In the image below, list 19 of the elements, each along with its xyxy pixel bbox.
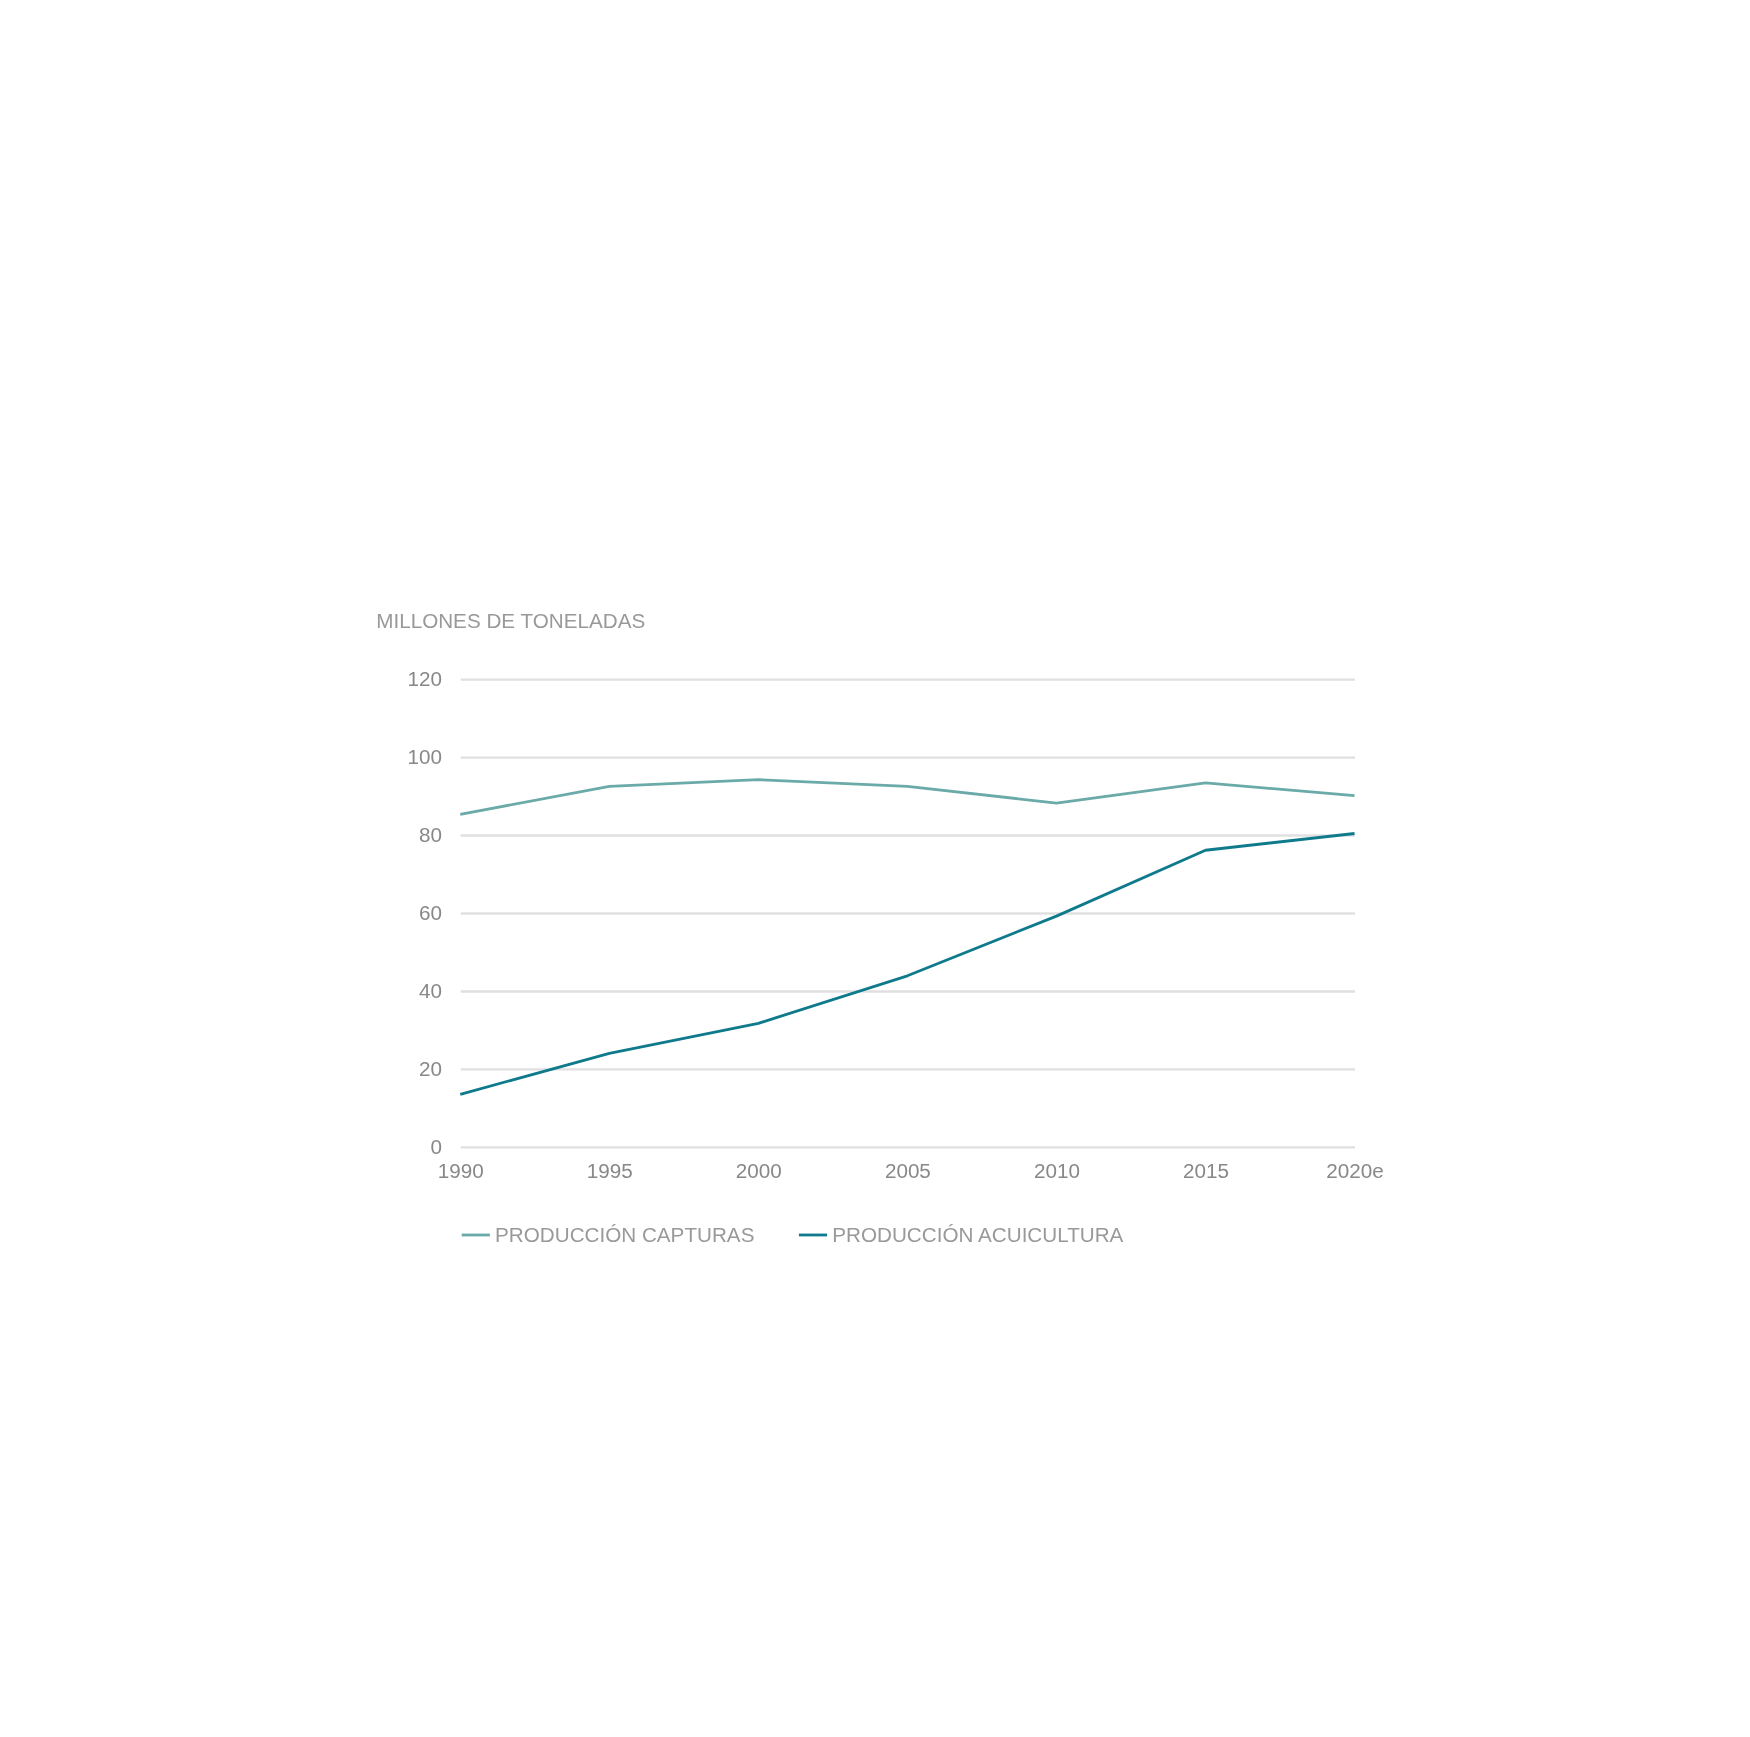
x-tick-label: 2020e (1326, 1159, 1384, 1183)
y-tick-label: 20 (418, 1057, 442, 1080)
x-tick-label: 1990 (437, 1159, 484, 1183)
x-tick-label: 1995 (586, 1159, 633, 1183)
x-tick-label: 2005 (884, 1159, 931, 1183)
legend-label: PRODUCCIÓN CAPTURAS (495, 1222, 755, 1246)
legend-label: PRODUCCIÓN ACUICULTURA (832, 1222, 1124, 1246)
x-tick-label: 2010 (1033, 1159, 1080, 1183)
y-tick-label: 0 (430, 1134, 442, 1158)
x-tick-label: 2015 (1182, 1159, 1229, 1183)
y-axis-title: MILLONES DE TONELADAS (376, 608, 646, 632)
y-tick-label: 120 (407, 667, 442, 691)
y-tick-label: 60 (418, 901, 442, 925)
y-tick-label: 100 (407, 745, 442, 769)
y-tick-label: 80 (418, 823, 442, 847)
line-series (458, 778, 1356, 816)
x-tick-label: 2000 (735, 1159, 782, 1183)
y-tick-label: 40 (418, 979, 442, 1003)
line-series (458, 832, 1356, 1096)
